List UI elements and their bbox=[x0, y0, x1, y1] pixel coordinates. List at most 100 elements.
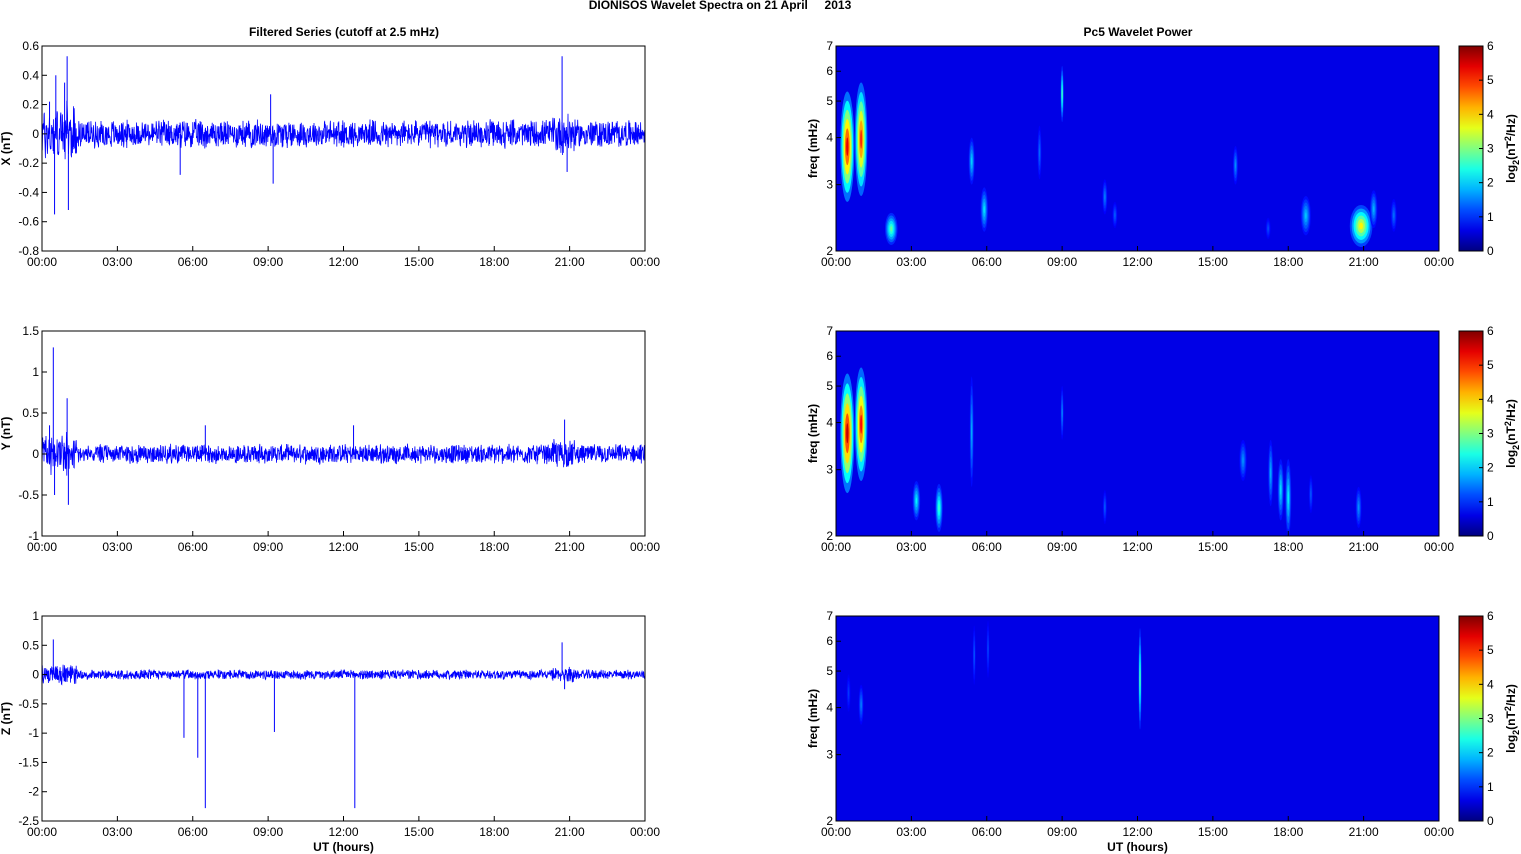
wavelet-power-blob bbox=[1393, 212, 1395, 219]
colorbar-tick-label: 0 bbox=[1487, 529, 1494, 543]
wavelet-power-blob bbox=[1287, 491, 1289, 504]
wavelet-power-blob bbox=[890, 226, 893, 232]
ytick-label: 4 bbox=[826, 131, 833, 145]
x-xtick-label: 06:00 bbox=[178, 825, 208, 839]
x-xtick-label: 12:00 bbox=[1122, 540, 1152, 554]
ytick-label: 2 bbox=[826, 529, 833, 543]
left-column-title: Filtered Series (cutoff at 2.5 mHz) bbox=[249, 25, 439, 39]
wavelet-power-blob bbox=[983, 205, 985, 214]
ytick-label: 2 bbox=[826, 814, 833, 828]
x-xtick-label: 18:00 bbox=[479, 255, 509, 269]
x-xtick-label: 06:00 bbox=[178, 540, 208, 554]
right-column-title: Pc5 Wavelet Power bbox=[1084, 25, 1193, 39]
colorbar-tick-label: 0 bbox=[1487, 814, 1494, 828]
colorbar-tick-label: 2 bbox=[1487, 461, 1494, 475]
timeseries-panel-1: -0.8 -0.6 -0.4 -0.2 0 0.2 0.4 0.6 00:00 03:00 06:0… bbox=[0, 39, 660, 269]
ytick-label: 2 bbox=[826, 244, 833, 258]
x-xtick-label: 15:00 bbox=[1198, 540, 1228, 554]
ylabel: Y (nT) bbox=[0, 417, 13, 451]
x-xtick-label: 18:00 bbox=[1273, 255, 1303, 269]
ytick-label: 5 bbox=[826, 664, 833, 678]
x-xtick-label: 00:00 bbox=[630, 255, 660, 269]
wavelet-power-blob bbox=[1304, 212, 1307, 219]
x-xtick-label: 00:00 bbox=[821, 825, 851, 839]
x-xtick-label: 03:00 bbox=[102, 255, 132, 269]
plot-area bbox=[42, 46, 645, 251]
colorbar-tick-label: 3 bbox=[1487, 427, 1494, 441]
ytick-label: -1 bbox=[28, 726, 39, 740]
x-xtick-label: 18:00 bbox=[1273, 825, 1303, 839]
x-xtick-label: 21:00 bbox=[555, 825, 585, 839]
figure-title: DIONISOS Wavelet Spectra on 21 April 201… bbox=[589, 0, 852, 12]
wavelet-power-blob bbox=[971, 422, 973, 441]
colorbar-tick-label: 6 bbox=[1487, 609, 1494, 623]
series-trace bbox=[42, 431, 645, 476]
x-xtick-label: 09:00 bbox=[1047, 255, 1077, 269]
ytick-label: 5 bbox=[826, 94, 833, 108]
ytick-label: 6 bbox=[826, 64, 833, 78]
wavelet-power-blob bbox=[846, 137, 849, 156]
x-xtick-label: 09:00 bbox=[1047, 825, 1077, 839]
x-xtick-label: 15:00 bbox=[404, 255, 434, 269]
ylabel: freq (mHz) bbox=[806, 689, 820, 748]
wavelet-power-blob bbox=[860, 701, 862, 709]
x-xtick-label: 00:00 bbox=[1424, 825, 1454, 839]
wavelet-power-blob bbox=[973, 650, 975, 661]
colorbar-tick-label: 4 bbox=[1487, 677, 1494, 691]
ytick-label: 7 bbox=[826, 39, 833, 53]
ytick-label: -0.4 bbox=[18, 185, 39, 199]
x-xtick-label: 15:00 bbox=[1198, 825, 1228, 839]
x-xtick-label: 06:00 bbox=[972, 825, 1002, 839]
x-xtick-label: 00:00 bbox=[630, 540, 660, 554]
colorbar-tick-label: 2 bbox=[1487, 176, 1494, 190]
colorbar-tick-label: 0 bbox=[1487, 244, 1494, 258]
wavelet-power-blob bbox=[971, 157, 973, 166]
plot-area bbox=[42, 331, 645, 536]
x-xtick-label: 21:00 bbox=[1349, 255, 1379, 269]
ytick-label: -0.2 bbox=[18, 156, 39, 170]
ytick-label: 0 bbox=[32, 127, 39, 141]
wavelet-power-blob bbox=[1267, 226, 1269, 231]
colorbar-tick-label: 4 bbox=[1487, 392, 1494, 406]
wavelet-power-blob bbox=[987, 644, 989, 654]
x-xtick-label: 21:00 bbox=[1349, 825, 1379, 839]
ytick-label: 3 bbox=[826, 178, 833, 192]
wavelet-power-blob bbox=[1139, 670, 1141, 688]
ytick-label: 1 bbox=[32, 365, 39, 379]
x-xtick-label: 00:00 bbox=[630, 825, 660, 839]
plot-area bbox=[42, 616, 645, 821]
x-xtick-label: 12:00 bbox=[328, 825, 358, 839]
ytick-label: -0.6 bbox=[18, 215, 39, 229]
colorbar-tick-label: 2 bbox=[1487, 746, 1494, 760]
x-xtick-label: 06:00 bbox=[972, 540, 1002, 554]
x-xtick-label: 00:00 bbox=[1424, 255, 1454, 269]
x-xtick-label: 21:00 bbox=[1349, 540, 1379, 554]
x-xtick-label: 00:00 bbox=[1424, 540, 1454, 554]
ytick-label: 0.5 bbox=[22, 406, 39, 420]
x-xtick-label: 12:00 bbox=[1122, 255, 1152, 269]
ytick-label: -0.5 bbox=[18, 697, 39, 711]
wavelet-power-blob bbox=[1373, 206, 1375, 213]
x-xtick-label: 00:00 bbox=[27, 540, 57, 554]
x-xtick-label: 15:00 bbox=[1198, 255, 1228, 269]
ylabel: freq (mHz) bbox=[806, 119, 820, 178]
wavelet-panel-2: 2 3 4 5 6 7 00:00 03:00 06:00 09:00 12:00 15:00 18:0… bbox=[806, 324, 1521, 554]
colorbar-tick-label: 6 bbox=[1487, 39, 1494, 53]
wavelet-power-blob bbox=[1104, 193, 1106, 200]
wavelet-panel-3: 2 3 4 5 6 7 00:00 03:00 06:00 09:00 12:00 15:00 18:0… bbox=[806, 609, 1521, 854]
timeseries-panel-3: -2.5 -2 -1.5 -1 -0.5 0 0.5 1 00:00 03:00 06:00 09:0… bbox=[0, 609, 660, 854]
ytick-label: -1 bbox=[28, 529, 39, 543]
ylabel: X (nT) bbox=[0, 132, 13, 166]
x-xtick-label: 18:00 bbox=[479, 825, 509, 839]
colorbar-tick-label: 4 bbox=[1487, 107, 1494, 121]
x-xtick-label: 09:00 bbox=[1047, 540, 1077, 554]
panels: -0.8 -0.6 -0.4 -0.2 0 0.2 0.4 0.6 00:00 03:00 06:0… bbox=[0, 39, 1521, 854]
colorbar-label: log2(nT2/Hz) bbox=[1503, 399, 1521, 468]
x-xtick-label: 06:00 bbox=[972, 255, 1002, 269]
wavelet-power-blob bbox=[1104, 504, 1106, 510]
wavelet-power-blob bbox=[1359, 222, 1363, 230]
ytick-label: 0.5 bbox=[22, 638, 39, 652]
wavelet-power-blob bbox=[1280, 484, 1282, 495]
ytick-label: -2.5 bbox=[18, 814, 39, 828]
